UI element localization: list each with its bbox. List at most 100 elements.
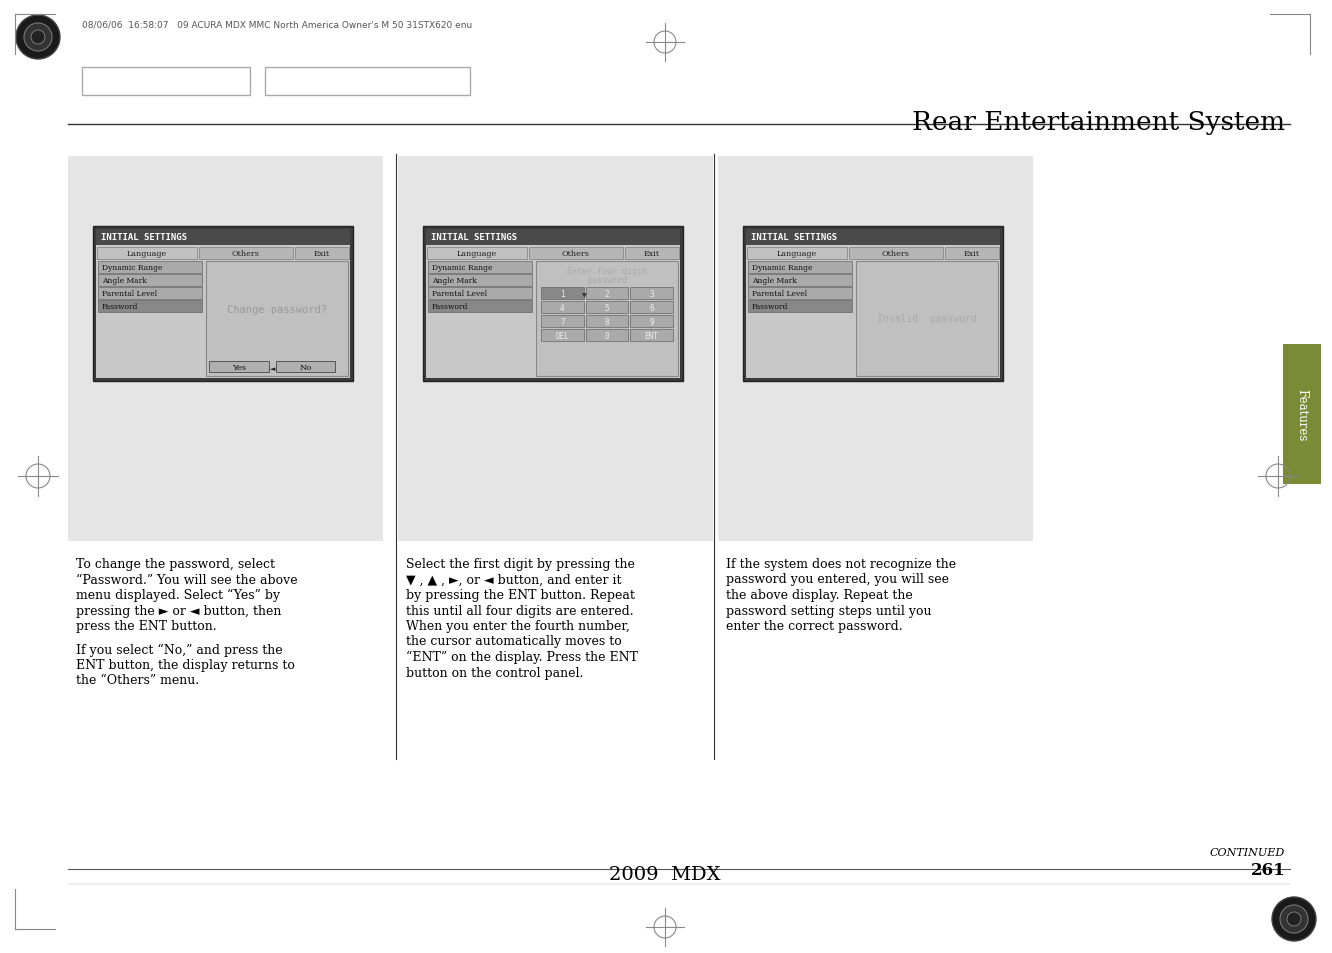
Text: 2009  MDX: 2009 MDX (609, 865, 721, 883)
Text: Rear Entertainment System: Rear Entertainment System (912, 110, 1285, 135)
Bar (848, 248, 943, 260)
Bar (296, 248, 349, 260)
Text: 08/06/06  16:58:07   09 ACURA MDX MMC North America Owner's M 50 31STX620 enu: 08/06/06 16:58:07 09 ACURA MDX MMC North… (83, 20, 473, 29)
Bar (586, 288, 629, 299)
Bar (746, 230, 1000, 246)
Bar (428, 274, 531, 287)
Bar (99, 262, 202, 274)
Text: by pressing the ENT button. Repeat: by pressing the ENT button. Repeat (406, 588, 635, 601)
Text: Others: Others (232, 250, 260, 257)
Bar (586, 330, 629, 341)
Text: Angle Mark: Angle Mark (753, 276, 797, 285)
Bar (198, 248, 293, 260)
Bar (541, 302, 583, 314)
Bar (586, 302, 629, 314)
Bar (265, 68, 470, 96)
Bar (856, 262, 998, 376)
Text: Angle Mark: Angle Mark (432, 276, 477, 285)
Bar (93, 227, 353, 381)
Text: password: password (587, 275, 627, 285)
Bar (1283, 345, 1321, 484)
Circle shape (1272, 897, 1316, 941)
Text: Language: Language (127, 250, 166, 257)
Bar (625, 248, 679, 260)
Text: 7: 7 (559, 317, 565, 327)
Bar (68, 157, 384, 541)
Text: When you enter the fourth number,: When you enter the fourth number, (406, 619, 630, 633)
Bar (630, 302, 673, 314)
Bar (398, 157, 713, 541)
Text: the “Others” menu.: the “Others” menu. (76, 674, 198, 687)
Bar (630, 315, 673, 328)
Bar (428, 288, 531, 299)
Bar (630, 330, 673, 341)
Circle shape (1287, 912, 1301, 926)
Text: Yes: Yes (232, 364, 246, 372)
Bar (424, 227, 683, 381)
Text: “ENT” on the display. Press the ENT: “ENT” on the display. Press the ENT (406, 650, 638, 663)
Text: Enter four digit: Enter four digit (567, 267, 647, 275)
Text: Dynamic Range: Dynamic Range (753, 264, 813, 272)
Text: Features: Features (1296, 389, 1308, 440)
Circle shape (1280, 905, 1308, 933)
Circle shape (31, 30, 45, 45)
Text: Exit: Exit (314, 250, 330, 257)
Bar (586, 315, 629, 328)
Bar (529, 248, 623, 260)
Bar (630, 288, 673, 299)
Bar (96, 230, 350, 246)
Text: menu displayed. Select “Yes” by: menu displayed. Select “Yes” by (76, 588, 280, 601)
Text: Parental Level: Parental Level (753, 290, 807, 297)
Bar (749, 288, 852, 299)
Text: ENT button, the display returns to: ENT button, the display returns to (76, 659, 294, 671)
Text: pressing the ► or ◄ button, then: pressing the ► or ◄ button, then (76, 604, 281, 617)
Text: Invalid  password: Invalid password (876, 314, 976, 324)
Circle shape (24, 24, 52, 52)
Text: the above display. Repeat the: the above display. Repeat the (726, 588, 912, 601)
Text: “Password.” You will see the above: “Password.” You will see the above (76, 573, 297, 586)
Bar (749, 301, 852, 313)
Bar (747, 248, 847, 260)
Bar (743, 227, 1003, 381)
Text: this until all four digits are entered.: this until all four digits are entered. (406, 604, 634, 617)
Text: password setting steps until you: password setting steps until you (726, 604, 931, 617)
Text: Password: Password (103, 303, 139, 311)
Text: Language: Language (777, 250, 817, 257)
Text: Angle Mark: Angle Mark (103, 276, 147, 285)
Text: 1: 1 (559, 290, 565, 298)
Text: the cursor automatically moves to: the cursor automatically moves to (406, 635, 622, 648)
Text: button on the control panel.: button on the control panel. (406, 666, 583, 679)
Bar (749, 274, 852, 287)
Text: If the system does not recognize the: If the system does not recognize the (726, 558, 956, 571)
Text: Parental Level: Parental Level (432, 290, 488, 297)
Text: Parental Level: Parental Level (103, 290, 157, 297)
Text: Others: Others (562, 250, 590, 257)
Text: Language: Language (457, 250, 497, 257)
Bar (209, 361, 269, 373)
Text: INITIAL SETTINGS: INITIAL SETTINGS (751, 233, 836, 242)
Text: INITIAL SETTINGS: INITIAL SETTINGS (432, 233, 517, 242)
Bar (718, 157, 1034, 541)
Bar (97, 248, 197, 260)
Bar (428, 301, 531, 313)
Bar (99, 288, 202, 299)
Bar (541, 330, 583, 341)
Text: ENT: ENT (645, 332, 658, 340)
Bar (541, 288, 583, 299)
Text: 261: 261 (1251, 862, 1285, 878)
Text: 3: 3 (650, 290, 654, 298)
Bar (276, 361, 336, 373)
Text: ▼ , ▲ , ►, or ◄ button, and enter it: ▼ , ▲ , ►, or ◄ button, and enter it (406, 573, 622, 586)
Bar (426, 230, 681, 378)
Bar (99, 274, 202, 287)
Text: INITIAL SETTINGS: INITIAL SETTINGS (101, 233, 186, 242)
Text: No: No (300, 364, 312, 372)
Text: 9: 9 (650, 317, 654, 327)
Text: Change password?: Change password? (226, 305, 326, 315)
Bar (83, 68, 250, 96)
Text: enter the correct password.: enter the correct password. (726, 619, 903, 633)
Text: Dynamic Range: Dynamic Range (432, 264, 493, 272)
Text: 6: 6 (650, 304, 654, 313)
Bar (426, 230, 681, 246)
Bar (541, 315, 583, 328)
